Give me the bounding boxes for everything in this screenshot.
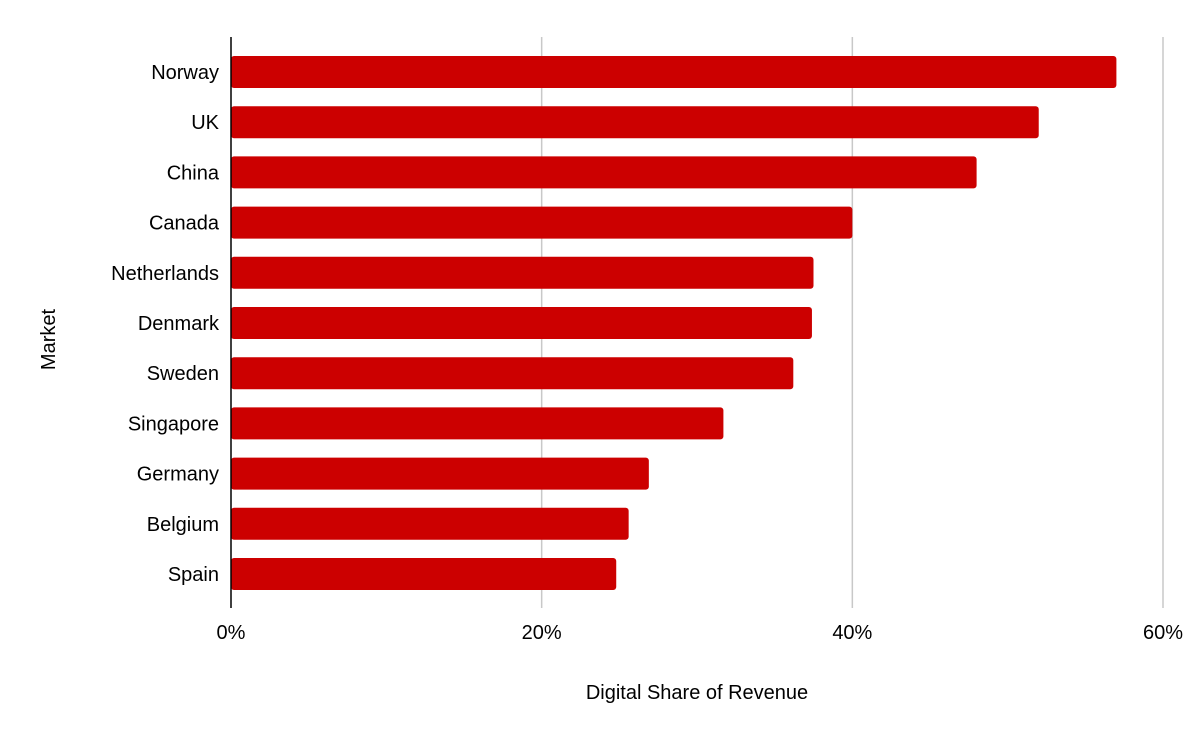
y-axis-title: Market — [38, 308, 60, 370]
bar-singapore — [231, 407, 724, 440]
bar-canada — [231, 206, 853, 239]
category-label: Belgium — [147, 514, 219, 536]
bar-belgium — [231, 507, 629, 540]
x-tick-label: 0% — [217, 622, 246, 644]
category-label: Singapore — [128, 413, 219, 435]
bar-norway — [231, 56, 1117, 88]
category-label: Denmark — [138, 313, 220, 335]
category-label: China — [167, 162, 220, 184]
bars — [231, 56, 1117, 590]
category-label: Germany — [137, 464, 219, 486]
bar-netherlands — [231, 256, 814, 289]
bar-spain — [231, 558, 617, 590]
category-label: UK — [191, 112, 219, 134]
bar-denmark — [231, 307, 812, 339]
x-tick-label: 60% — [1143, 622, 1183, 644]
x-tick-labels: 0% 20% 40% 60% — [217, 622, 1184, 644]
x-tick-label: 40% — [832, 622, 872, 644]
category-label: Norway — [151, 62, 219, 84]
category-labels: Norway UK China Canada Netherlands Denmark Swe… — [111, 62, 220, 586]
bar-germany — [231, 457, 649, 490]
bar-sweden — [231, 357, 794, 390]
x-axis-title: Digital Share of Revenue — [586, 682, 808, 704]
category-label: Spain — [168, 564, 219, 586]
x-tick-label: 20% — [522, 622, 562, 644]
category-label: Sweden — [147, 363, 219, 385]
category-label: Canada — [149, 213, 220, 235]
bar-uk — [231, 106, 1039, 139]
category-label: Netherlands — [111, 263, 219, 285]
bar-china — [231, 156, 977, 189]
